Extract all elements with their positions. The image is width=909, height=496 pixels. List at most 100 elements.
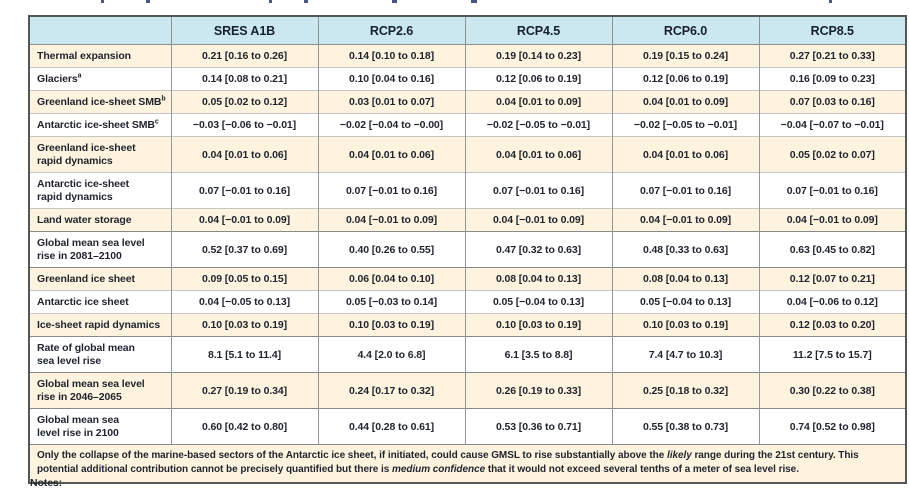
value-cell: 0.08 [0.04 to 0.13] — [611, 267, 759, 291]
value-cell: 0.47 [0.32 to 0.63] — [464, 231, 612, 268]
text-remnant-mark — [304, 0, 308, 3]
row-label-text: Land water storage — [37, 213, 132, 226]
value-cell: 0.07 [−0.01 to 0.16] — [170, 172, 318, 209]
value-cell: 0.24 [0.17 to 0.32] — [317, 372, 465, 409]
value-cell: 0.25 [0.18 to 0.32] — [611, 372, 759, 409]
row-label-text: Antarctic ice sheet — [37, 295, 129, 308]
value-cell: 0.03 [0.01 to 0.07] — [317, 90, 465, 114]
value-cell: 7.4 [4.7 to 10.3] — [611, 336, 759, 373]
value-cell: 0.19 [0.15 to 0.24] — [611, 44, 759, 68]
value-cell: 0.04 [0.01 to 0.09] — [611, 90, 759, 114]
row-label-text: Rate of global mean sea level rise — [37, 342, 135, 367]
table-row: Antarctic ice-sheet rapid dynamics 0.07 [… — [28, 172, 906, 209]
value-cell: 0.55 [0.38 to 0.73] — [611, 408, 759, 445]
row-label: Thermal expansion — [28, 44, 171, 68]
value-cell: 0.63 [0.45 to 0.82] — [758, 231, 906, 268]
value-cell: 8.1 [5.1 to 11.4] — [170, 336, 318, 373]
value-cell: 0.04 [0.01 to 0.09] — [464, 90, 612, 114]
header-cell-empty — [28, 16, 171, 45]
value-cell: 0.04 [−0.01 to 0.09] — [170, 208, 318, 232]
row-label-text: Global mean sea level rise in 2100 — [37, 414, 119, 439]
value-cell: 0.04 [−0.01 to 0.09] — [611, 208, 759, 232]
value-cell: 0.27 [0.21 to 0.33] — [758, 44, 906, 68]
row-label-footnote-marker: a — [77, 72, 82, 80]
row-label-footnote-marker: b — [161, 95, 166, 103]
row-label: Global mean sea level rise in 2046–2065 — [28, 372, 171, 409]
table-row: Rate of global mean sea level rise 8.1 [5… — [28, 336, 906, 373]
value-cell: 0.26 [0.19 to 0.33] — [464, 372, 612, 409]
value-cell: 0.07 [−0.01 to 0.16] — [317, 172, 465, 209]
row-label: Global mean sea level rise in 2081–2100 — [28, 231, 171, 268]
value-cell: 0.04 [0.01 to 0.06] — [464, 136, 612, 173]
value-cell: −0.02 [−0.05 to −0.01] — [611, 113, 759, 137]
value-cell: 0.52 [0.37 to 0.69] — [170, 231, 318, 268]
value-cell: 11.2 [7.5 to 15.7] — [758, 336, 906, 373]
value-cell: 0.12 [0.06 to 0.19] — [464, 67, 612, 91]
value-cell: 0.05 [−0.03 to 0.14] — [317, 290, 465, 314]
value-cell: 6.1 [3.5 to 8.8] — [464, 336, 612, 373]
value-cell: 0.05 [0.02 to 0.07] — [758, 136, 906, 173]
row-label-text: Ice-sheet rapid dynamics — [37, 318, 161, 331]
value-cell: 0.10 [0.03 to 0.19] — [611, 313, 759, 337]
row-label-text: Greenland ice sheet — [37, 272, 135, 285]
value-cell: 0.04 [0.01 to 0.06] — [317, 136, 465, 173]
value-cell: 0.04 [0.01 to 0.06] — [170, 136, 318, 173]
header-cell-scenario: RCP6.0 — [611, 16, 759, 45]
row-label: Antarctic ice-sheet SMBc — [28, 113, 171, 137]
value-cell: 0.21 [0.16 to 0.26] — [170, 44, 318, 68]
value-cell: −0.02 [−0.05 to −0.01] — [464, 113, 612, 137]
table-row: Antarctic ice sheet 0.04 [−0.05 to 0.13] 0… — [28, 290, 906, 314]
value-cell: 0.16 [0.09 to 0.23] — [758, 67, 906, 91]
table-row: Glaciersa 0.14 [0.08 to 0.21] 0.10 [0.04 t… — [28, 67, 906, 91]
value-cell: 0.04 [−0.01 to 0.09] — [758, 208, 906, 232]
value-cell: 0.04 [−0.01 to 0.09] — [464, 208, 612, 232]
text-remnant-mark — [829, 0, 832, 3]
value-cell: 0.14 [0.08 to 0.21] — [170, 67, 318, 91]
row-label-text: Greenland ice-sheet SMB — [37, 95, 162, 108]
value-cell: 0.05 [0.02 to 0.12] — [170, 90, 318, 114]
table-row: Thermal expansion 0.21 [0.16 to 0.26] 0.14… — [28, 44, 906, 68]
sea-level-projections-table: SRES A1B RCP2.6 RCP4.5 RCP6.0 RCP8.5 Thermal… — [28, 15, 907, 484]
value-cell: 0.06 [0.04 to 0.10] — [317, 267, 465, 291]
row-label-text: Antarctic ice-sheet SMB — [37, 118, 155, 131]
value-cell: 0.74 [0.52 to 0.98] — [758, 408, 906, 445]
row-label: Land water storage — [28, 208, 171, 232]
value-cell: 4.4 [2.0 to 6.8] — [317, 336, 465, 373]
footnote-segment: Only the collapse of the marine-based se… — [37, 450, 667, 461]
value-cell: 0.40 [0.26 to 0.55] — [317, 231, 465, 268]
value-cell: −0.03 [−0.06 to −0.01] — [170, 113, 318, 137]
value-cell: 0.10 [0.04 to 0.16] — [317, 67, 465, 91]
value-cell: 0.27 [0.19 to 0.34] — [170, 372, 318, 409]
value-cell: 0.44 [0.28 to 0.61] — [317, 408, 465, 445]
footnote-italic-term: likely — [666, 450, 692, 461]
table-row: Land water storage 0.04 [−0.01 to 0.09] 0.… — [28, 208, 906, 232]
row-label: Glaciersa — [28, 67, 171, 91]
value-cell: 0.10 [0.03 to 0.19] — [170, 313, 318, 337]
table-footnote-text: Only the collapse of the marine-based se… — [28, 443, 906, 483]
value-cell: 0.07 [0.03 to 0.16] — [758, 90, 906, 114]
row-label-text: Greenland ice-sheet rapid dynamics — [37, 142, 136, 167]
value-cell: 0.05 [−0.04 to 0.13] — [464, 290, 612, 314]
row-label-footnote-marker: c — [154, 118, 159, 126]
table-row: Greenland ice-sheet SMBb 0.05 [0.02 to 0.… — [28, 90, 906, 114]
table-row: Greenland ice-sheet rapid dynamics 0.04 [… — [28, 136, 906, 173]
header-cell-scenario: RCP8.5 — [758, 16, 906, 45]
row-label: Greenland ice-sheet SMBb — [28, 90, 171, 114]
table-row: Greenland ice sheet 0.09 [0.05 to 0.15] 0.… — [28, 267, 906, 291]
table-header: SRES A1B RCP2.6 RCP4.5 RCP6.0 RCP8.5 — [28, 16, 906, 45]
value-cell: 0.53 [0.36 to 0.71] — [464, 408, 612, 445]
text-remnant-mark — [269, 0, 272, 3]
row-label-text: Thermal expansion — [37, 49, 131, 62]
row-label-text: Antarctic ice-sheet rapid dynamics — [37, 178, 130, 203]
value-cell: −0.02 [−0.04 to −0.00] — [317, 113, 465, 137]
table-footnote-row: Only the collapse of the marine-based se… — [28, 443, 906, 483]
table-row: Global mean sea level rise in 2081–2100 0… — [28, 231, 906, 268]
text-remnant-mark — [101, 0, 104, 3]
text-remnant-mark — [471, 0, 477, 3]
row-label: Antarctic ice sheet — [28, 290, 171, 314]
value-cell: 0.04 [−0.05 to 0.13] — [170, 290, 318, 314]
row-label: Antarctic ice-sheet rapid dynamics — [28, 172, 171, 209]
value-cell: −0.04 [−0.07 to −0.01] — [758, 113, 906, 137]
value-cell: 0.04 [0.01 to 0.06] — [611, 136, 759, 173]
value-cell: 0.04 [−0.06 to 0.12] — [758, 290, 906, 314]
